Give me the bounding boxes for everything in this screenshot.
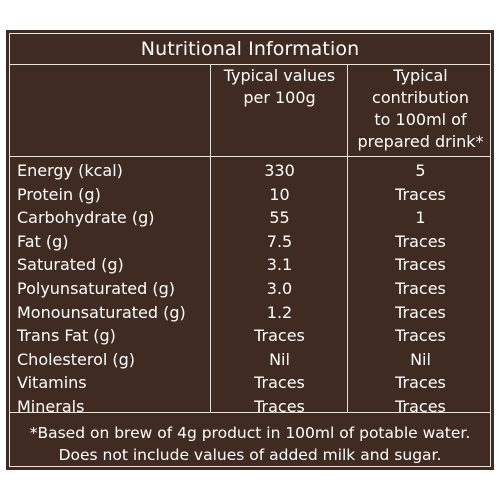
value-per-100g: 3.0 [266, 278, 293, 298]
value-per-100ml: Traces [395, 373, 446, 393]
value-per-100ml: Traces [395, 184, 446, 204]
table-row: Monounsaturated (g) 1.2 Traces [10, 301, 490, 325]
nutrient-name: Trans Fat (g) [17, 326, 116, 346]
header-divider [10, 156, 490, 157]
table-row: Minerals Traces Traces [10, 395, 490, 419]
value-per-100g: 1.2 [266, 302, 293, 322]
nutrient-name: Fat (g) [17, 231, 69, 251]
table-row: Vitamins Traces Traces [10, 371, 490, 395]
table-row: Polyunsaturated (g) 3.0 Traces [10, 277, 490, 301]
header-per-100ml-line: Typical [393, 66, 448, 85]
nutrient-name: Cholesterol (g) [17, 349, 136, 369]
nutrient-name: Minerals [17, 396, 85, 416]
value-per-100ml: Traces [395, 231, 446, 251]
nutrient-name: Carbohydrate (g) [17, 208, 155, 228]
value-per-100g: Nil [269, 349, 290, 369]
value-per-100ml: Traces [395, 255, 446, 275]
column-divider-2 [347, 64, 348, 412]
value-per-100g: Traces [254, 373, 305, 393]
value-per-100g: Traces [254, 396, 305, 416]
title-divider [10, 64, 490, 65]
footnote-line: Does not include values of added milk an… [58, 446, 442, 464]
nutrient-rows: Energy (kcal) 330 5 Protein (g) 10 Trace… [10, 159, 490, 419]
table-row: Cholesterol (g) Nil Nil [10, 348, 490, 372]
value-per-100ml: Nil [410, 349, 431, 369]
value-per-100g: 3.1 [266, 255, 293, 275]
header-per-100g: Typical values per 100g [212, 65, 347, 109]
table-row: Trans Fat (g) Traces Traces [10, 324, 490, 348]
column-divider-1 [210, 64, 211, 412]
value-per-100ml: 5 [415, 161, 426, 180]
value-per-100g: 7.5 [266, 231, 293, 251]
header-per-100ml-line: to 100ml of [374, 110, 467, 129]
header-per-100ml-line: prepared drink* [357, 132, 484, 151]
nutrient-name: Monounsaturated (g) [17, 302, 186, 322]
footnote: *Based on brew of 4g product in 100ml of… [10, 422, 490, 466]
value-per-100ml: 1 [415, 208, 426, 228]
value-per-100ml: Traces [395, 396, 446, 416]
nutrition-panel: Nutritional Information Typical values p… [6, 30, 494, 470]
footnote-line: *Based on brew of 4g product in 100ml of… [29, 424, 471, 442]
value-per-100ml: Traces [395, 302, 446, 322]
table-row: Fat (g) 7.5 Traces [10, 230, 490, 254]
nutrient-name: Protein (g) [17, 184, 101, 204]
table-row: Saturated (g) 3.1 Traces [10, 253, 490, 277]
table-frame: Nutritional Information Typical values p… [9, 33, 491, 467]
table-row: Protein (g) 10 Traces [10, 183, 490, 207]
header-per-100ml-line: contribution [372, 88, 469, 107]
value-per-100g: 10 [269, 184, 290, 204]
table-row: Energy (kcal) 330 5 [10, 159, 490, 183]
nutrient-name: Energy (kcal) [17, 161, 123, 180]
table-title: Nutritional Information [140, 38, 360, 60]
header-per-100ml: Typical contribution to 100ml of prepare… [349, 65, 492, 153]
value-per-100g: 55 [269, 208, 290, 228]
header-per-100g-line: per 100g [243, 88, 316, 107]
nutrient-name: Vitamins [17, 373, 87, 393]
value-per-100g: Traces [254, 326, 305, 346]
table-row: Carbohydrate (g) 55 1 [10, 206, 490, 230]
value-per-100g: 330 [264, 161, 295, 180]
value-per-100ml: Traces [395, 278, 446, 298]
nutrient-name: Polyunsaturated (g) [17, 278, 175, 298]
footnote-divider [10, 412, 490, 413]
value-per-100ml: Traces [395, 326, 446, 346]
nutrient-name: Saturated (g) [17, 255, 124, 275]
header-per-100g-line: Typical values [223, 66, 336, 85]
